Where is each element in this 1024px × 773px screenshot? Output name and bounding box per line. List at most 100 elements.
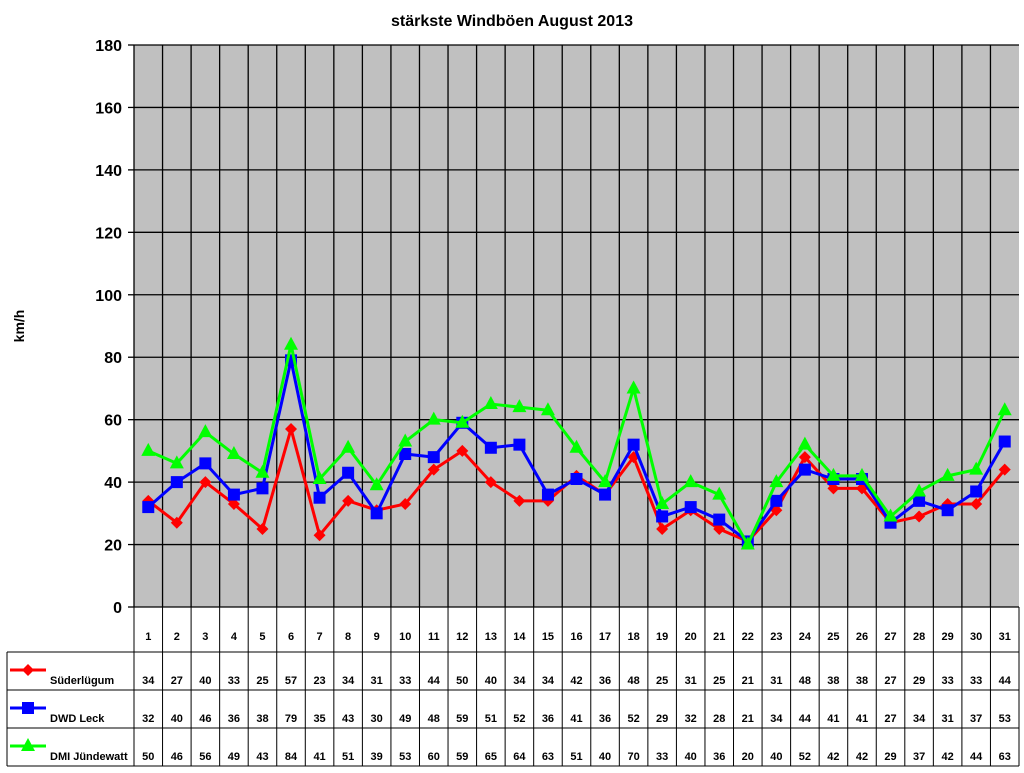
x-category-label: 26: [856, 631, 868, 643]
x-category-label: 1: [145, 631, 151, 643]
data-point-1: [342, 466, 355, 479]
data-table-value: 34: [142, 675, 155, 687]
x-category-label: 29: [942, 631, 954, 643]
x-category-label: 5: [259, 631, 265, 643]
data-point-2: [483, 396, 498, 410]
x-category-label: 12: [456, 631, 468, 643]
data-point-1: [541, 488, 554, 501]
y-tick-label: 40: [104, 475, 122, 492]
data-point-0: [913, 510, 926, 523]
data-table-value: 44: [799, 713, 812, 725]
x-category-label: 22: [742, 631, 754, 643]
data-point-2: [226, 446, 241, 460]
data-table-value: 40: [685, 751, 697, 763]
data-point-2: [712, 486, 727, 500]
data-point-2: [655, 495, 670, 509]
data-point-2: [455, 414, 470, 428]
data-point-1: [713, 513, 726, 526]
data-table-value: 52: [513, 713, 525, 725]
data-table-value: 38: [856, 675, 868, 687]
data-point-1: [656, 510, 669, 523]
data-point-1: [199, 457, 212, 470]
data-point-1: [770, 494, 783, 507]
legend-marker: [21, 738, 35, 751]
data-point-1: [513, 438, 526, 451]
y-tick-label: 180: [95, 38, 122, 55]
data-table-value: 34: [770, 713, 783, 725]
data-table-value: 36: [228, 713, 240, 725]
x-category-label: 30: [970, 631, 982, 643]
data-table-value: 52: [627, 713, 639, 725]
data-point-1: [627, 438, 640, 451]
data-point-1: [913, 494, 926, 507]
y-tick-label: 120: [95, 225, 122, 242]
data-point-2: [569, 439, 584, 453]
data-point-1: [427, 451, 440, 464]
data-table-value: 27: [171, 675, 183, 687]
data-table-value: 32: [685, 713, 697, 725]
data-table-value: 29: [656, 713, 668, 725]
x-category-label: 19: [656, 631, 668, 643]
x-category-label: 7: [317, 631, 323, 643]
data-point-2: [398, 433, 413, 447]
data-point-2: [255, 464, 270, 478]
data-point-1: [313, 491, 326, 504]
data-table-value: 43: [342, 713, 354, 725]
data-table-value: 38: [827, 675, 839, 687]
data-point-2: [912, 483, 927, 497]
data-table-value: 33: [399, 675, 411, 687]
data-table-value: 63: [999, 751, 1011, 763]
data-table-value: 41: [827, 713, 839, 725]
data-table-value: 33: [656, 751, 668, 763]
data-point-2: [683, 474, 698, 488]
data-table-value: 40: [599, 751, 611, 763]
y-tick-label: 60: [104, 413, 122, 430]
data-table-value: 27: [884, 675, 896, 687]
data-table-value: 38: [256, 713, 268, 725]
data-table-value: 27: [884, 713, 896, 725]
data-table-value: 63: [542, 751, 554, 763]
data-point-2: [854, 467, 869, 481]
data-table-value: 84: [285, 751, 298, 763]
data-table-value: 41: [570, 713, 582, 725]
data-table-value: 51: [485, 713, 497, 725]
data-table-value: 40: [171, 713, 183, 725]
x-category-label: 3: [202, 631, 208, 643]
data-table-value: 40: [770, 751, 782, 763]
data-point-0: [998, 463, 1011, 476]
data-table-value: 21: [742, 675, 754, 687]
y-axis-label: km/h: [11, 310, 27, 343]
data-table-value: 59: [456, 713, 468, 725]
data-table-value: 31: [942, 713, 954, 725]
data-table-value: 35: [313, 713, 325, 725]
data-point-1: [570, 472, 583, 485]
data-table-value: 48: [799, 675, 811, 687]
data-table-value: 51: [342, 751, 354, 763]
data-point-0: [827, 482, 840, 495]
x-category-label: 20: [685, 631, 697, 643]
data-point-1: [941, 504, 954, 517]
data-table-value: 34: [542, 675, 555, 687]
chart-title: stärkste Windböen August 2013: [391, 13, 633, 30]
data-point-2: [626, 380, 641, 394]
data-table-value: 53: [999, 713, 1011, 725]
x-category-label: 17: [599, 631, 611, 643]
data-table-value: 23: [313, 675, 325, 687]
data-point-2: [769, 474, 784, 488]
x-category-label: 21: [713, 631, 725, 643]
data-point-2: [997, 402, 1012, 416]
data-point-1: [399, 448, 412, 461]
data-table-value: 52: [799, 751, 811, 763]
data-point-2: [341, 439, 356, 453]
x-category-label: 13: [485, 631, 497, 643]
x-category-label: 6: [288, 631, 294, 643]
data-point-1: [370, 507, 383, 520]
data-table-value: 42: [827, 751, 839, 763]
data-table-value: 25: [713, 675, 725, 687]
data-point-0: [970, 497, 983, 510]
data-table-value: 34: [913, 713, 926, 725]
x-category-label: 31: [999, 631, 1011, 643]
data-table-value: 40: [199, 675, 211, 687]
x-category-label: 14: [513, 631, 526, 643]
